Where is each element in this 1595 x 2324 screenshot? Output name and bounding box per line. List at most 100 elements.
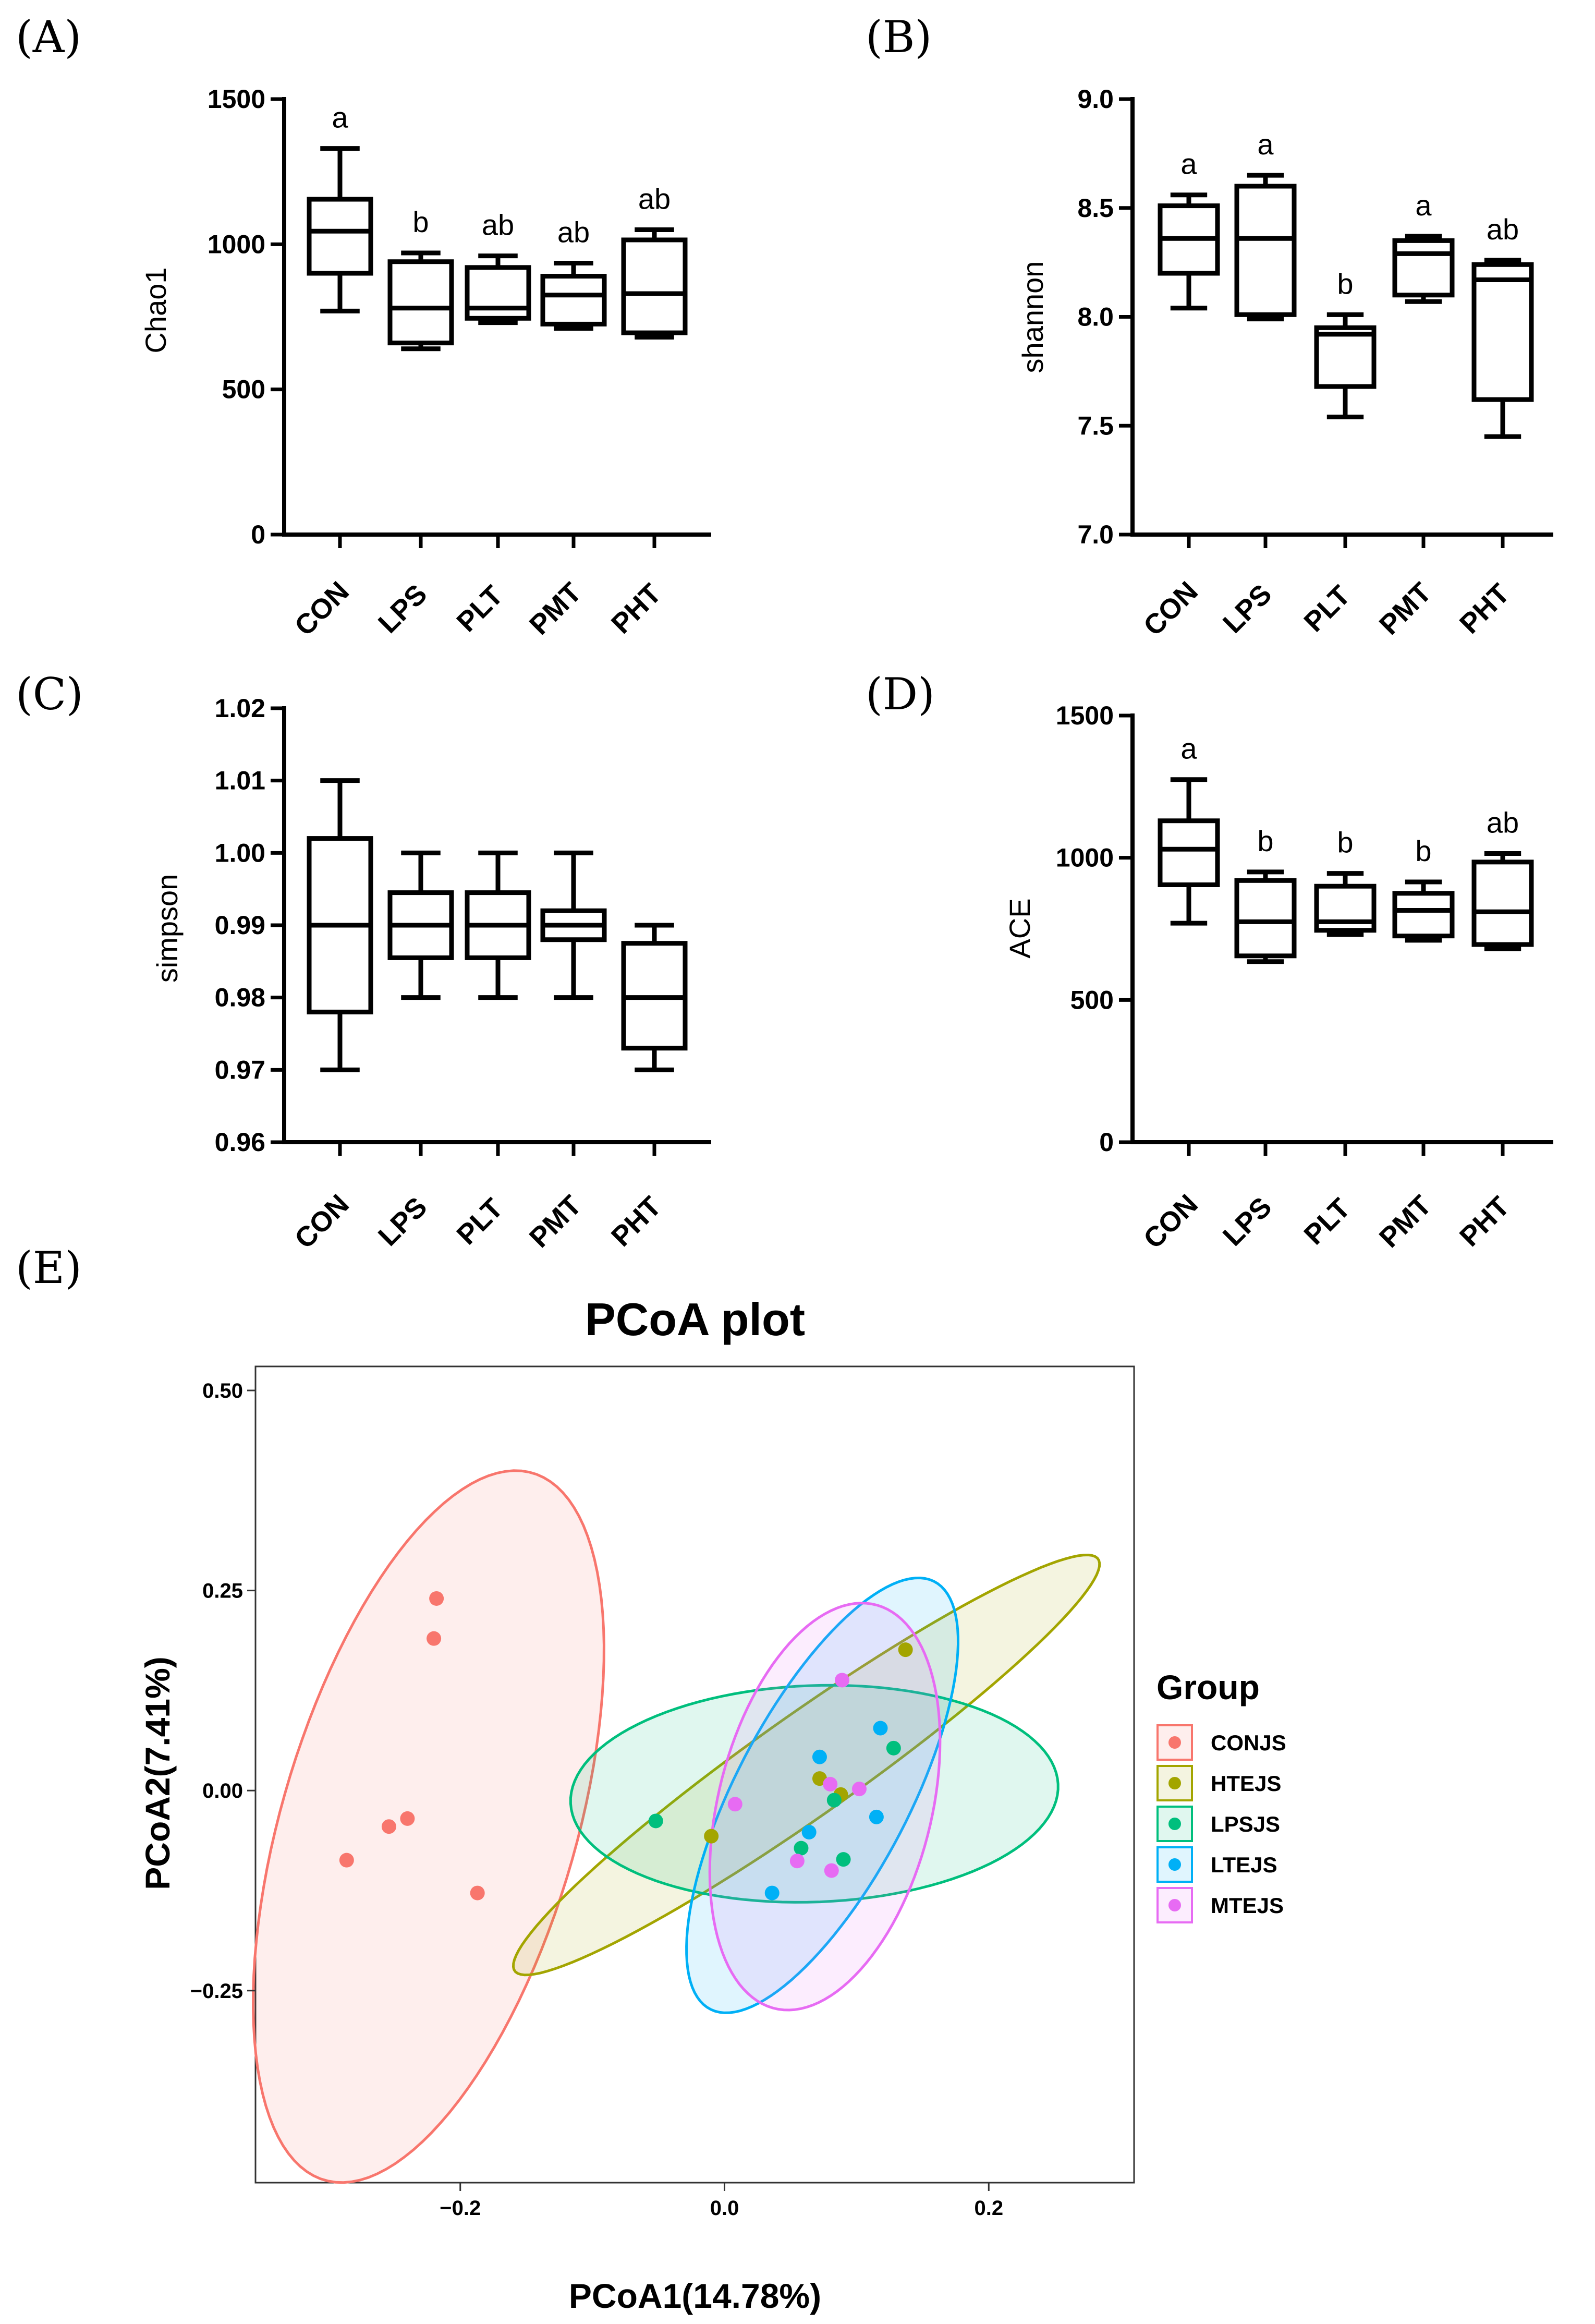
significance-letter: b (412, 205, 429, 238)
x-tick-label: −0.2 (440, 2197, 481, 2220)
boxes-d (1158, 777, 1534, 964)
point-conjs (400, 1811, 415, 1826)
legend-label-htejs: HTEJS (1211, 1771, 1281, 1796)
y-tick-label: 0.25 (202, 1580, 243, 1603)
point-ltejs (764, 1885, 780, 1901)
y-tick-label: 1500 (1056, 701, 1114, 730)
ellipse-htejs (512, 1553, 1101, 1977)
point-htejs (898, 1642, 913, 1657)
point-lpsjs (794, 1841, 809, 1856)
box-lps (1234, 869, 1297, 964)
box-pmt (1392, 234, 1455, 304)
axes-a (282, 97, 711, 548)
significance-letter: ab (638, 183, 671, 215)
iqr-box (540, 274, 607, 326)
legend-label-ltejs: LTEJS (1211, 1853, 1277, 1877)
y-tick-label: 9.0 (1077, 84, 1114, 114)
box-lps (1234, 173, 1297, 322)
legend-label-lpsjs: LPSJS (1211, 1812, 1280, 1836)
legend-label-mtejs: MTEJS (1211, 1893, 1284, 1918)
point-lpsjs (826, 1793, 842, 1808)
y-ticks-a: 0 500 1000 1500 (208, 84, 284, 549)
legend-dot-mtejs (1168, 1899, 1181, 1911)
iqr-box (1392, 891, 1455, 939)
iqr-box (1158, 818, 1220, 887)
legend-key-mtejs (1156, 1887, 1193, 1923)
panel-label-e: (E) (16, 1242, 82, 1293)
box-plt (1314, 871, 1377, 937)
box-plt (1314, 312, 1377, 420)
box-pmt (1392, 879, 1455, 943)
y-axis-label-a: Chao1 (139, 267, 172, 353)
iqr-box (307, 197, 373, 276)
y-tick-label: 7.5 (1077, 411, 1114, 440)
box-plt (465, 850, 531, 1000)
y-tick-label: 1.02 (215, 694, 265, 723)
y-tick-label: 0.00 (202, 1780, 243, 1802)
boxes-b (1158, 173, 1534, 439)
significance-letter: a (1415, 189, 1432, 222)
significance-letter: b (1337, 267, 1353, 300)
pcoa-title: PCoA plot (585, 1293, 805, 1345)
point-ltejs (801, 1824, 817, 1839)
ellipse-mtejs (708, 1602, 942, 2012)
legend-title: Group (1156, 1668, 1260, 1706)
significance-letter: a (332, 101, 348, 134)
y-tick-label: 1.01 (215, 766, 265, 795)
y-axis-label-c: simpson (151, 874, 184, 983)
panel-e-pcoa-plot: (E) PCoA plot −0.2 0.0 0.2 −0.25 0.00 0.25 0.5… (16, 1242, 1286, 2315)
pcoa-ellipses (251, 1469, 1101, 2184)
y-tick-label: 0 (251, 520, 265, 549)
y-tick-label: 500 (222, 375, 265, 404)
iqr-box (1234, 878, 1297, 959)
point-lpsjs (886, 1740, 901, 1756)
iqr-box (1392, 238, 1455, 298)
point-mtejs (851, 1782, 867, 1797)
legend-label-conjs: CONJS (1211, 1730, 1286, 1755)
point-htejs (704, 1829, 719, 1844)
box-pmt (540, 850, 607, 1000)
box-con (307, 146, 373, 313)
y-axis-label-b: shannon (1016, 261, 1049, 373)
box-pmt (540, 261, 607, 331)
box-pht (621, 227, 688, 340)
box-con (1158, 777, 1220, 926)
point-conjs (427, 1631, 442, 1646)
significance-letter: ab (1487, 213, 1519, 246)
axes-b (1130, 97, 1553, 548)
y-ticks-d: 0 500 1000 1500 (1056, 701, 1133, 1157)
y-tick-label: 0.99 (215, 911, 265, 940)
boxes-c (307, 778, 688, 1072)
y-tick-label: 0.97 (215, 1055, 265, 1084)
significance-letter: b (1337, 826, 1353, 859)
box-con (1158, 192, 1220, 311)
iqr-box (1471, 262, 1534, 402)
panel-label-a: (A) (16, 11, 81, 63)
box-pht (1471, 851, 1534, 951)
axes-d (1130, 713, 1553, 1156)
legend-dot-htejs (1168, 1777, 1181, 1789)
box-lps (387, 250, 454, 352)
pcoa-plot-frame (254, 1365, 1135, 2184)
point-mtejs (823, 1776, 838, 1792)
iqr-box (465, 265, 531, 321)
y-tick-label: 8.0 (1077, 302, 1114, 332)
point-mtejs (727, 1797, 742, 1812)
legend-key-lpsjs (1156, 1806, 1193, 1842)
ellipse-ltejs (685, 1576, 960, 2014)
legend-dot-lpsjs (1168, 1818, 1181, 1830)
significance-letter: a (1257, 128, 1274, 161)
box-pht (1471, 258, 1534, 439)
point-mtejs (789, 1854, 805, 1869)
y-tick-label: 8.5 (1077, 193, 1114, 223)
panel-label-b: (B) (866, 11, 932, 63)
x-tick-label: 0.0 (710, 2197, 739, 2220)
point-ltejs (873, 1721, 888, 1736)
y-tick-label: 500 (1070, 985, 1114, 1014)
y-tick-label: 0.96 (215, 1128, 265, 1157)
y-tick-label: 1500 (208, 84, 265, 114)
pcoa-y-axis-label: PCoA2(7.41%) (138, 1656, 177, 1890)
box-con (307, 778, 373, 1072)
